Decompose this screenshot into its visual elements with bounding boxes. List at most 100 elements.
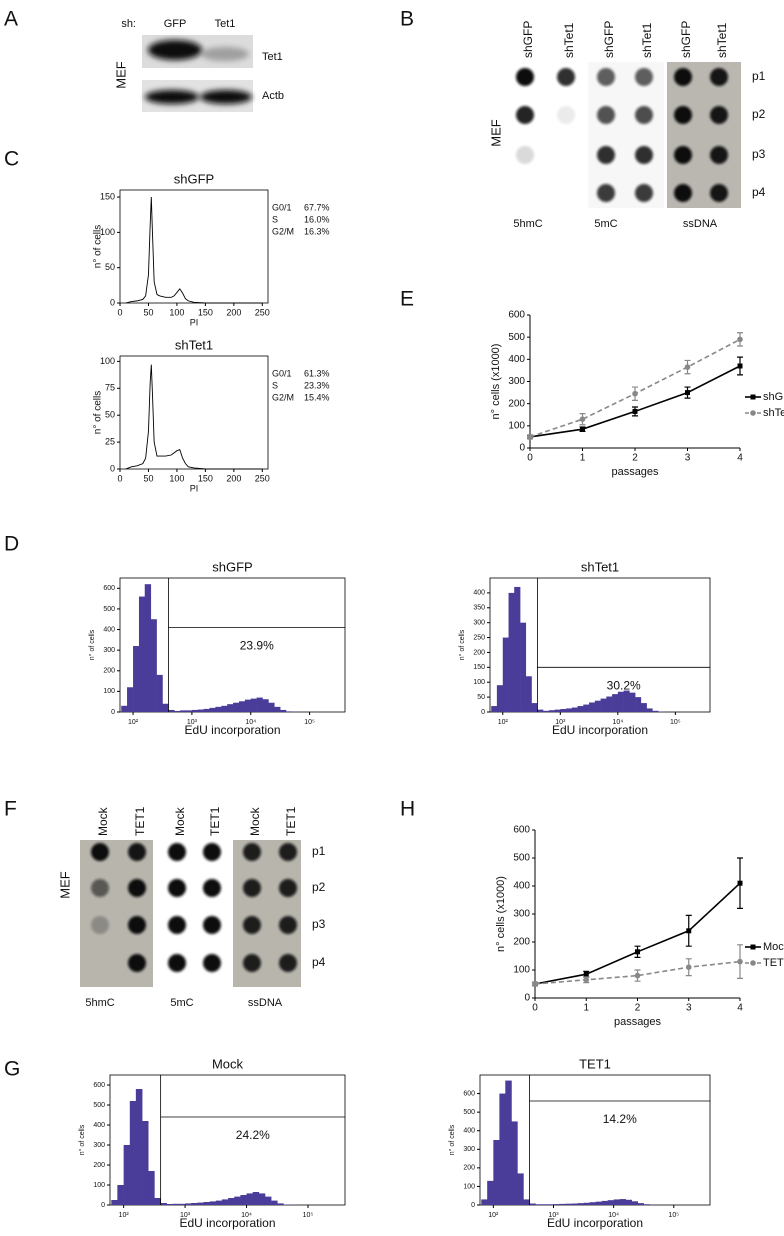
lane-label: TET1 <box>208 806 222 836</box>
histogram-bar <box>209 707 216 712</box>
dot <box>128 843 146 861</box>
legend-marker <box>750 410 756 416</box>
y-axis-label: n° of cells <box>93 391 104 434</box>
histogram-bar <box>274 706 281 712</box>
x-tick-label: 0 <box>117 473 122 483</box>
dot <box>203 916 221 934</box>
histogram-bar <box>487 1180 494 1205</box>
histogram-bar <box>240 1195 247 1205</box>
protein-label: Actb <box>262 90 284 102</box>
histogram-bar <box>514 586 521 712</box>
y-tick-label: 100 <box>103 688 115 695</box>
histogram-bar <box>172 1203 180 1205</box>
histogram-bar <box>244 699 252 712</box>
phase-label: G0/1 <box>272 202 292 212</box>
y-tick-label: 200 <box>103 668 115 675</box>
x-tick-label: 10² <box>128 719 139 726</box>
x-axis-label: EdU incorporation <box>552 723 648 737</box>
y-tick-label: 0 <box>519 443 525 454</box>
passage-label: p2 <box>752 107 766 121</box>
blot-membrane <box>667 62 741 208</box>
y-tick-label: 400 <box>513 881 530 892</box>
histogram-bar <box>566 708 573 712</box>
band <box>200 90 252 104</box>
x-tick-label: 10⁴ <box>608 1212 619 1219</box>
histogram-bar <box>640 703 647 712</box>
histogram-bar <box>215 706 222 712</box>
x-tick-label: 10³ <box>555 719 566 726</box>
histogram-bar <box>511 1121 518 1205</box>
phase-value: 23.3% <box>304 380 330 390</box>
passage-label: p4 <box>312 955 326 969</box>
histogram-bar <box>652 710 659 712</box>
y-tick-label: 600 <box>508 310 525 321</box>
lane-label: shTet1 <box>715 22 729 58</box>
gate-label: 23.9% <box>240 639 274 653</box>
y-tick-label: 400 <box>473 590 485 597</box>
x-tick-label: 0 <box>117 307 122 317</box>
cell-line-label: MEF <box>113 61 128 89</box>
band <box>201 47 249 61</box>
histogram-bar <box>185 710 193 712</box>
dot <box>279 954 297 972</box>
gate-label: 24.2% <box>236 1128 270 1142</box>
histogram-bar <box>144 584 152 712</box>
histogram-bar <box>154 1198 161 1205</box>
dot <box>203 954 221 972</box>
x-tick-label: 10³ <box>180 1212 191 1219</box>
band <box>148 40 202 60</box>
chart-title: shTet1 <box>581 559 619 574</box>
panel-label: B <box>400 8 414 31</box>
legend-label: shGFP <box>763 391 784 403</box>
lane-label: shTet1 <box>562 22 576 58</box>
lane-label: shGFP <box>521 21 535 58</box>
dot <box>168 954 186 972</box>
histogram-bar <box>191 709 199 712</box>
chart-title: TET1 <box>579 1056 611 1071</box>
legend-label: TET1 <box>763 957 784 969</box>
x-tick-label: 250 <box>255 307 270 317</box>
x-tick-label: 50 <box>143 473 153 483</box>
y-tick-label: 200 <box>513 937 530 948</box>
phase-label: S <box>272 380 278 390</box>
histogram-bar <box>262 699 269 712</box>
y-tick-label: 100 <box>473 679 485 686</box>
histogram-bar <box>543 710 550 712</box>
dot <box>168 843 186 861</box>
dot <box>557 106 575 124</box>
histogram-bar <box>559 1203 566 1205</box>
y-tick-label: 100 <box>100 227 115 237</box>
y-tick-label: 500 <box>93 1102 105 1109</box>
x-axis-label: PI <box>190 317 199 327</box>
histogram-bar <box>180 710 187 712</box>
dot <box>243 843 261 861</box>
histogram-bar <box>221 705 228 712</box>
marker <box>685 390 690 396</box>
dot <box>674 106 692 124</box>
histogram-bar <box>607 1200 614 1205</box>
histogram-bar <box>227 704 234 712</box>
protein-label: Tet1 <box>262 51 283 63</box>
stain-label: ssDNA <box>248 997 283 1009</box>
histogram-bar <box>595 1201 602 1205</box>
x-tick-label: 2 <box>635 1003 641 1014</box>
legend-label: Mock <box>763 941 784 953</box>
lane-label: TET1 <box>284 806 298 836</box>
dot <box>168 916 186 934</box>
histogram-bar <box>583 704 590 712</box>
lane-label: TET1 <box>133 806 147 836</box>
histogram-bar <box>162 703 169 712</box>
y-tick-label: 0 <box>471 1202 475 1209</box>
y-tick-label: 600 <box>93 1082 105 1089</box>
histogram-bar <box>612 694 619 712</box>
histogram-bar <box>623 690 630 712</box>
histogram-bar <box>541 1204 548 1205</box>
histogram-bar <box>215 1200 223 1205</box>
histogram-bar <box>531 703 538 712</box>
histogram-bar <box>589 702 596 712</box>
x-tick-label: 10² <box>119 1212 130 1219</box>
dot <box>243 916 261 934</box>
lane-label: shGFP <box>602 21 616 58</box>
x-tick-label: 10² <box>488 1212 499 1219</box>
histogram-bar <box>160 1203 167 1205</box>
